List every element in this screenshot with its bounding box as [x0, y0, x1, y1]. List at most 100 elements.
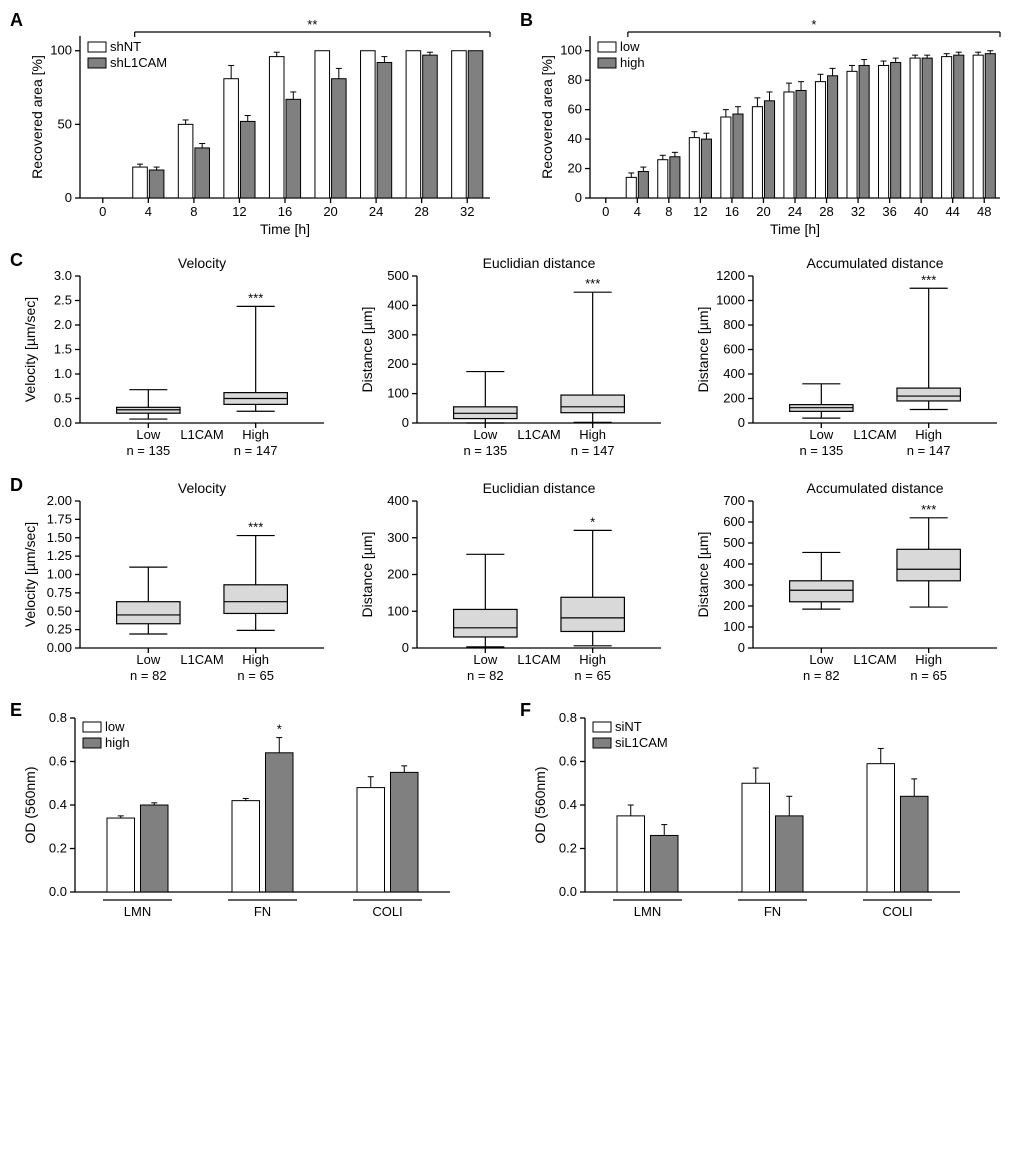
svg-text:Velocity [µm/sec]: Velocity [µm/sec]: [22, 522, 38, 627]
svg-text:0.6: 0.6: [559, 754, 577, 769]
svg-text:*: *: [277, 722, 282, 737]
svg-text:L1CAM: L1CAM: [854, 652, 897, 667]
svg-text:0.2: 0.2: [559, 841, 577, 856]
svg-text:2.00: 2.00: [47, 493, 72, 508]
chart-d-accumulated: Accumulated distance01002003004005006007…: [683, 475, 1009, 690]
svg-text:8: 8: [665, 204, 672, 219]
svg-text:600: 600: [724, 514, 746, 529]
svg-text:400: 400: [387, 297, 409, 312]
svg-text:0.0: 0.0: [54, 415, 72, 430]
svg-text:High: High: [242, 652, 269, 667]
chart-b: 020406080100Recovered area [%]0481216202…: [520, 10, 1010, 240]
svg-text:12: 12: [232, 204, 246, 219]
svg-text:48: 48: [977, 204, 991, 219]
svg-text:Recovered area [%]: Recovered area [%]: [29, 55, 45, 179]
svg-text:400: 400: [387, 493, 409, 508]
svg-text:Distance [µm]: Distance [µm]: [695, 532, 711, 618]
svg-text:Low: Low: [136, 652, 160, 667]
svg-text:High: High: [916, 652, 943, 667]
svg-text:500: 500: [387, 268, 409, 283]
svg-text:2.5: 2.5: [54, 293, 72, 308]
svg-text:0.6: 0.6: [49, 754, 67, 769]
svg-text:80: 80: [568, 72, 582, 87]
svg-text:4: 4: [145, 204, 152, 219]
svg-text:300: 300: [724, 577, 746, 592]
svg-text:***: ***: [248, 290, 263, 305]
svg-text:Velocity [µm/sec]: Velocity [µm/sec]: [22, 297, 38, 402]
svg-text:200: 200: [387, 567, 409, 582]
svg-text:L1CAM: L1CAM: [517, 427, 560, 442]
svg-text:Euclidian distance: Euclidian distance: [482, 480, 595, 496]
panel-label-f: F: [520, 700, 531, 721]
chart-d-euclidian: Euclidian distance0100200300400Distance …: [347, 475, 673, 690]
svg-text:n = 135: n = 135: [800, 443, 844, 458]
svg-text:0.4: 0.4: [559, 797, 577, 812]
svg-text:***: ***: [921, 272, 936, 287]
svg-text:shL1CAM: shL1CAM: [110, 55, 167, 70]
svg-text:OD (560nm): OD (560nm): [22, 766, 38, 843]
svg-text:0: 0: [65, 190, 72, 205]
svg-text:20: 20: [568, 161, 582, 176]
svg-text:Recovered area [%]: Recovered area [%]: [539, 55, 555, 179]
svg-text:L1CAM: L1CAM: [517, 652, 560, 667]
svg-text:FN: FN: [254, 904, 271, 919]
svg-text:L1CAM: L1CAM: [180, 652, 223, 667]
svg-text:44: 44: [945, 204, 959, 219]
svg-text:n = 147: n = 147: [570, 443, 614, 458]
svg-text:40: 40: [568, 131, 582, 146]
chart-c-velocity: Velocity0.00.51.01.52.02.53.0Velocity [µ…: [10, 250, 336, 465]
svg-text:32: 32: [460, 204, 474, 219]
svg-text:High: High: [579, 652, 606, 667]
svg-text:High: High: [242, 427, 269, 442]
svg-text:1000: 1000: [716, 293, 745, 308]
svg-text:0: 0: [738, 640, 745, 655]
svg-text:Velocity: Velocity: [178, 480, 226, 496]
svg-text:0.75: 0.75: [47, 585, 72, 600]
svg-text:n = 82: n = 82: [467, 668, 504, 683]
svg-text:low: low: [105, 719, 125, 734]
svg-text:50: 50: [58, 116, 72, 131]
svg-text:0.8: 0.8: [49, 710, 67, 725]
svg-text:300: 300: [387, 327, 409, 342]
svg-text:2.0: 2.0: [54, 317, 72, 332]
svg-text:siL1CAM: siL1CAM: [615, 735, 668, 750]
svg-text:20: 20: [756, 204, 770, 219]
svg-text:16: 16: [725, 204, 739, 219]
svg-text:28: 28: [414, 204, 428, 219]
chart-e: 0.00.20.40.60.8OD (560nm)LMN*FNCOLIlowhi…: [10, 700, 500, 930]
svg-text:n = 135: n = 135: [126, 443, 170, 458]
panel-d: D Velocity0.000.250.500.751.001.251.501.…: [10, 475, 1010, 690]
svg-text:High: High: [916, 427, 943, 442]
svg-text:16: 16: [278, 204, 292, 219]
svg-text:n = 135: n = 135: [463, 443, 507, 458]
svg-text:0.00: 0.00: [47, 640, 72, 655]
svg-text:high: high: [620, 55, 645, 70]
svg-text:Accumulated distance: Accumulated distance: [807, 480, 944, 496]
panel-b: B 020406080100Recovered area [%]04812162…: [520, 10, 1010, 240]
svg-text:0: 0: [602, 204, 609, 219]
svg-text:***: ***: [248, 520, 263, 535]
svg-text:300: 300: [387, 530, 409, 545]
svg-text:Distance [µm]: Distance [µm]: [359, 532, 375, 618]
svg-text:Accumulated distance: Accumulated distance: [807, 255, 944, 271]
svg-text:LMN: LMN: [634, 904, 661, 919]
svg-text:500: 500: [724, 535, 746, 550]
panel-label-a: A: [10, 10, 23, 31]
svg-text:0.25: 0.25: [47, 622, 72, 637]
svg-text:Low: Low: [810, 427, 834, 442]
svg-text:Low: Low: [810, 652, 834, 667]
svg-text:OD (560nm): OD (560nm): [532, 766, 548, 843]
svg-text:100: 100: [724, 619, 746, 634]
chart-f: 0.00.20.40.60.8OD (560nm)LMNFNCOLIsiNTsi…: [520, 700, 1010, 930]
svg-text:24: 24: [788, 204, 802, 219]
svg-text:*: *: [811, 17, 816, 32]
svg-text:n = 82: n = 82: [803, 668, 840, 683]
svg-text:*: *: [590, 514, 595, 529]
svg-text:Distance [µm]: Distance [µm]: [359, 307, 375, 393]
svg-text:0: 0: [401, 640, 408, 655]
panel-c: C Velocity0.00.51.01.52.02.53.0Velocity …: [10, 250, 1010, 465]
svg-text:shNT: shNT: [110, 39, 141, 54]
svg-text:n = 147: n = 147: [907, 443, 951, 458]
svg-text:Low: Low: [473, 652, 497, 667]
svg-text:***: ***: [585, 276, 600, 291]
